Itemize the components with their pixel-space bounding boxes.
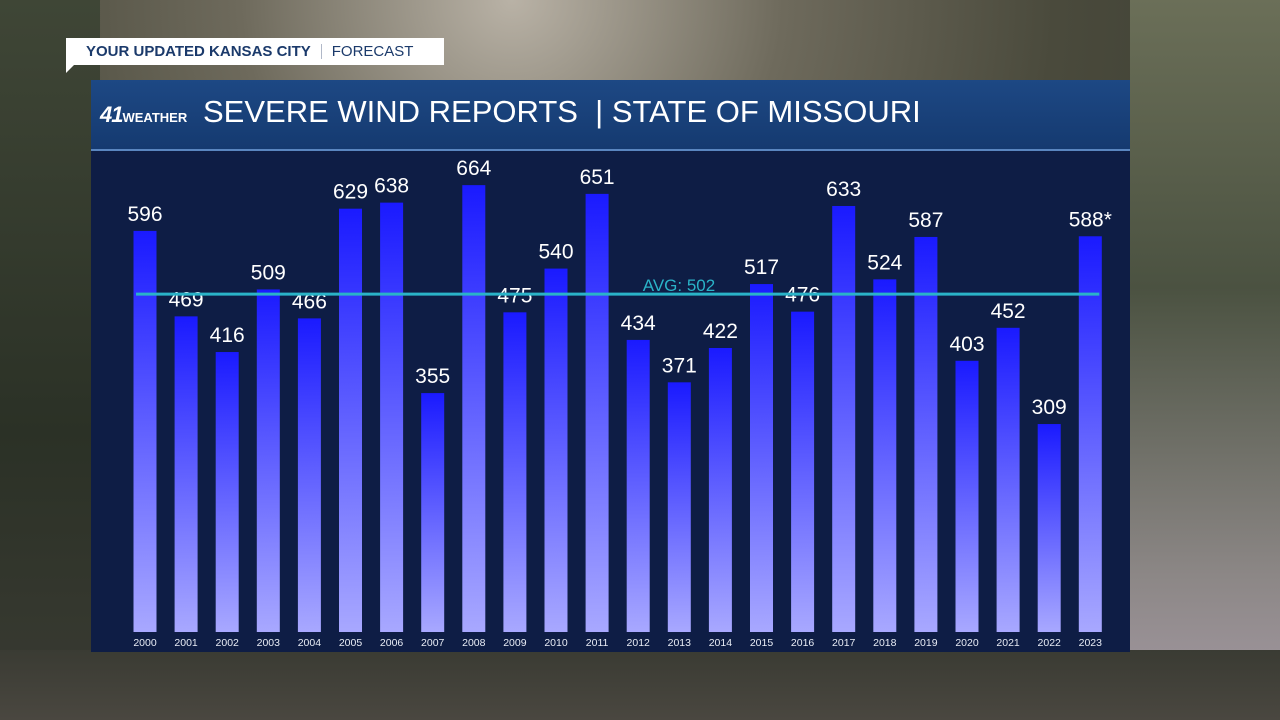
x-tick-label: 2013	[668, 637, 692, 649]
bar-chart: 596 2000 469 2001 416 2002 509 2003 466 2004 629 20…	[127, 157, 1112, 649]
x-tick-label: 2012	[627, 637, 651, 649]
bar	[955, 360, 979, 632]
show-tag: YOUR UPDATED KANSAS CITY FORECAST	[66, 38, 444, 73]
background	[0, 650, 1280, 720]
bar	[832, 205, 856, 632]
x-tick-label: 2005	[339, 637, 363, 649]
bar	[462, 185, 486, 632]
x-tick-label: 2019	[914, 637, 938, 649]
bar	[791, 311, 815, 632]
data-label: 629	[333, 181, 368, 204]
data-label: 633	[826, 178, 861, 201]
data-label: 434	[621, 312, 656, 335]
average-label: AVG: 502	[643, 276, 715, 295]
bar	[133, 230, 157, 632]
tag-divider	[320, 44, 322, 59]
x-tick-label: 2006	[380, 637, 404, 649]
data-label: 524	[867, 251, 902, 274]
background	[0, 0, 100, 720]
station-logo: 41WEATHER	[100, 102, 188, 127]
bar	[421, 393, 445, 632]
x-tick-label: 2009	[503, 637, 527, 649]
bar	[708, 347, 732, 632]
bar	[380, 202, 404, 632]
bar	[503, 312, 527, 632]
bar	[215, 352, 239, 632]
x-tick-label: 2007	[421, 637, 445, 649]
bar	[544, 268, 568, 632]
bar	[297, 318, 321, 632]
x-tick-label: 2004	[298, 637, 322, 649]
x-tick-label: 2020	[955, 637, 979, 649]
x-tick-label: 2000	[133, 637, 157, 649]
data-label: 403	[949, 333, 984, 356]
tag-light: FORECAST	[331, 43, 414, 60]
background	[1130, 0, 1280, 720]
tag-bold: YOUR UPDATED KANSAS CITY	[86, 43, 311, 60]
data-label: 638	[374, 175, 409, 198]
data-label: 422	[703, 320, 738, 343]
x-tick-label: 2002	[216, 637, 240, 649]
data-label: 509	[251, 261, 286, 284]
data-label: 517	[744, 256, 779, 279]
bar	[626, 339, 650, 632]
bar	[1078, 236, 1102, 632]
bar	[174, 316, 198, 632]
bar	[750, 284, 773, 632]
x-tick-label: 2023	[1079, 637, 1103, 649]
x-tick-label: 2003	[257, 637, 281, 649]
x-tick-label: 2001	[174, 637, 198, 649]
bar	[585, 193, 609, 632]
data-label: 588*	[1069, 208, 1112, 231]
data-label: 309	[1032, 396, 1067, 419]
data-label: 452	[991, 300, 1026, 323]
bar	[256, 289, 280, 632]
x-tick-label: 2021	[996, 637, 1020, 649]
chart-header: 41WEATHER SEVERE WIND REPORTS | STATE OF…	[91, 80, 1130, 151]
bar	[339, 208, 362, 633]
data-label: 587	[908, 209, 943, 232]
data-label: 540	[538, 241, 573, 264]
x-tick-label: 2015	[750, 637, 774, 649]
x-tick-label: 2014	[709, 637, 733, 649]
x-tick-label: 2022	[1038, 637, 1062, 649]
data-label: 355	[415, 365, 450, 388]
x-tick-label: 2018	[873, 637, 897, 649]
x-tick-label: 2011	[586, 637, 609, 649]
chart-panel: 41WEATHER SEVERE WIND REPORTS | STATE OF…	[91, 80, 1130, 652]
data-label: 664	[456, 157, 491, 180]
bar	[996, 327, 1020, 632]
data-label: 466	[292, 290, 327, 313]
x-tick-label: 2010	[544, 637, 568, 649]
x-tick-label: 2017	[832, 637, 856, 649]
data-label: 475	[497, 284, 532, 307]
data-label: 469	[169, 288, 204, 311]
chart-title: SEVERE WIND REPORTS | STATE OF MISSOURI	[203, 94, 921, 129]
data-label: 371	[662, 354, 697, 377]
bar	[873, 279, 897, 632]
bar	[1037, 424, 1061, 632]
data-label: 596	[127, 203, 162, 226]
x-tick-label: 2016	[791, 637, 815, 649]
data-label: 651	[580, 166, 615, 189]
data-label: 416	[210, 324, 245, 347]
bar	[667, 382, 691, 632]
x-tick-label: 2008	[462, 637, 486, 649]
bar	[914, 236, 938, 632]
